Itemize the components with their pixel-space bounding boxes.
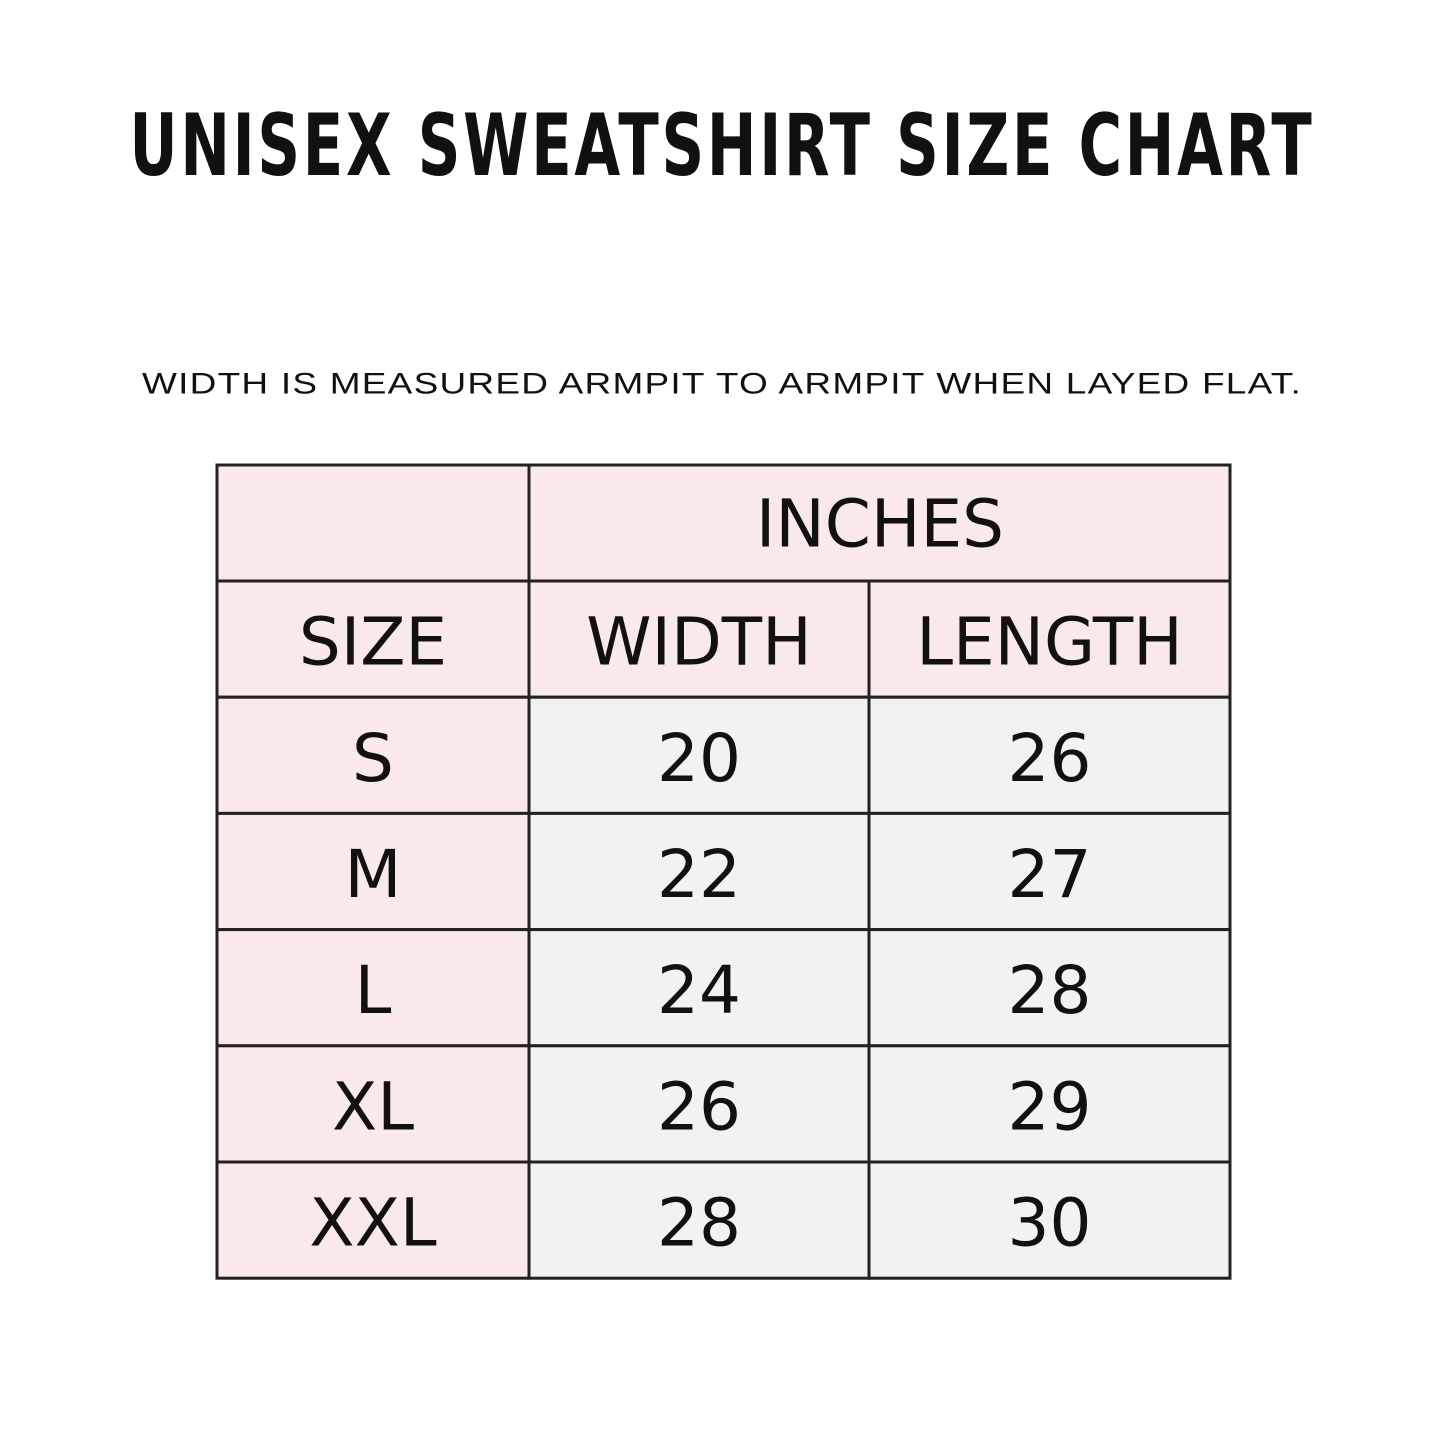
group-header: INCHES xyxy=(756,486,1004,563)
value-cell xyxy=(867,1044,1232,1164)
size-cell xyxy=(215,811,531,932)
value-cell xyxy=(867,811,1232,932)
value-cell xyxy=(527,928,871,1048)
size-label: L xyxy=(355,952,392,1029)
note: WIDTH IS MEASURED ARMPIT TO ARMPIT WHEN … xyxy=(142,368,1302,401)
measurement: 27 xyxy=(1008,836,1092,913)
measurement: 29 xyxy=(1008,1068,1092,1145)
measurement: 26 xyxy=(657,1068,741,1145)
size-cell xyxy=(215,1160,531,1280)
column-header: SIZE xyxy=(299,604,447,681)
measurement: 26 xyxy=(1008,720,1092,797)
size-label: XL xyxy=(332,1068,414,1145)
size-label: S xyxy=(352,720,394,797)
column-header: LENGTH xyxy=(916,604,1183,681)
header-cell xyxy=(527,463,1232,583)
value-cell xyxy=(867,1160,1232,1280)
column-header: WIDTH xyxy=(586,604,812,681)
header-cell xyxy=(215,463,531,583)
header-cell xyxy=(527,579,871,699)
header-cell xyxy=(867,579,1232,699)
size-table: INCHES SIZE WIDTH LENGTH S 20 26 M 22 27 L 24 28 XL 2… xyxy=(215,463,1232,1280)
measurement: 22 xyxy=(657,836,741,913)
measurement: 28 xyxy=(657,1185,741,1262)
measurement: 30 xyxy=(1008,1185,1092,1262)
value-cell xyxy=(527,1160,871,1280)
value-cell xyxy=(527,695,871,815)
title: UNISEX SWEATSHIRT SIZE CHART xyxy=(130,96,1315,196)
size-label: XXL xyxy=(309,1185,436,1262)
measurement: 24 xyxy=(657,952,741,1029)
measurement: 20 xyxy=(657,720,741,797)
size-label: M xyxy=(345,836,402,913)
header-cell xyxy=(215,579,531,699)
measurement: 28 xyxy=(1008,952,1092,1029)
size-cell xyxy=(215,1044,531,1164)
